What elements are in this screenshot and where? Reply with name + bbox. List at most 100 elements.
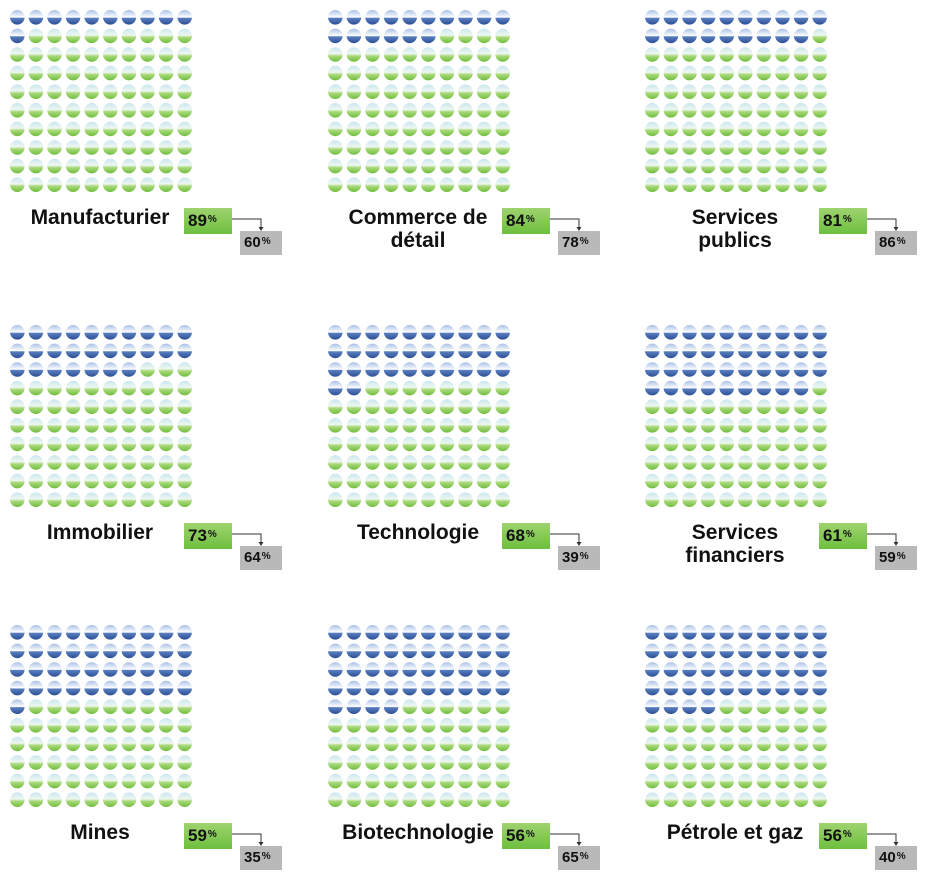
waffle-dot-base <box>645 177 660 192</box>
waffle-dot-highlight <box>47 325 62 340</box>
waffle-dot-highlight <box>719 343 734 359</box>
waffle-dot-base <box>645 436 660 452</box>
waffle-dot-highlight <box>28 343 44 359</box>
waffle-dot-highlight <box>738 662 753 677</box>
waffle-dot-base <box>645 103 660 118</box>
waffle-dot-base <box>10 418 25 433</box>
waffle-dot-base <box>383 158 399 174</box>
waffle-dot-highlight <box>328 28 343 44</box>
waffle-dot-highlight <box>476 325 492 340</box>
waffle-dot-base <box>402 418 417 433</box>
secondary-value: 60 <box>244 234 261 251</box>
waffle-dot-base <box>140 28 155 44</box>
waffle-dot-highlight <box>476 643 492 659</box>
waffle-dot-base <box>402 736 417 752</box>
waffle-dot-base <box>421 792 436 807</box>
waffle-dot-base <box>700 473 716 489</box>
waffle-dot-base <box>476 65 492 81</box>
waffle-dot-base <box>10 436 25 452</box>
waffle-dot-base <box>439 140 455 155</box>
waffle-dot-highlight <box>700 343 716 359</box>
waffle-dot-base <box>28 140 44 155</box>
waffle-dot-highlight <box>793 680 809 696</box>
waffle-dot-highlight <box>682 343 697 359</box>
waffle-dot-base <box>47 699 62 714</box>
waffle-dot-highlight <box>47 625 62 640</box>
waffle-dot-highlight <box>121 662 137 677</box>
waffle-dot-base <box>663 773 679 789</box>
waffle-dot-base <box>663 792 679 807</box>
waffle-dot-base <box>663 473 679 489</box>
category-label: Services financiers <box>685 521 785 567</box>
waffle-dot-highlight <box>65 362 81 377</box>
waffle-dot-base <box>47 65 62 81</box>
waffle-dot-base <box>645 140 660 155</box>
waffle-dot-base <box>700 436 716 452</box>
waffle-dot-base <box>47 47 62 62</box>
waffle-dot-highlight <box>365 10 380 25</box>
category-label: Manufacturier <box>30 206 170 229</box>
waffle-dot-base <box>719 418 734 433</box>
primary-value: 59 <box>188 826 207 845</box>
waffle-dot-highlight <box>682 699 697 714</box>
primary-value-badge: 68% <box>502 523 550 549</box>
waffle-dot-base <box>756 736 772 752</box>
secondary-value-badge: 60% <box>240 231 282 255</box>
waffle-dot-base <box>84 140 99 155</box>
waffle-dot-base <box>719 140 734 155</box>
waffle-dot-base <box>495 436 510 452</box>
waffle-dot-highlight <box>719 362 734 377</box>
waffle-dot-base <box>719 473 734 489</box>
waffle-dot-base <box>10 755 25 770</box>
waffle-dot-highlight <box>663 380 679 396</box>
waffle-dot-highlight <box>738 343 753 359</box>
waffle-dot-base <box>458 103 473 118</box>
waffle-dot-base <box>439 47 455 62</box>
waffle-dot-highlight <box>65 325 81 340</box>
waffle-dot-base <box>756 418 772 433</box>
waffle-dot-highlight <box>663 625 679 640</box>
waffle-dot-highlight <box>775 625 790 640</box>
waffle-dot-base <box>103 177 118 192</box>
waffle-dot-base <box>402 47 417 62</box>
waffle-dot-base <box>476 736 492 752</box>
secondary-unit: % <box>896 851 906 862</box>
waffle-dot-highlight <box>421 680 436 696</box>
waffle-dot-base <box>421 755 436 770</box>
waffle-dot-base <box>439 773 455 789</box>
waffle-dot-highlight <box>421 28 436 44</box>
waffle-dot-base <box>47 140 62 155</box>
waffle-dot-base <box>103 103 118 118</box>
waffle-dot-base <box>700 492 716 507</box>
waffle-dot-highlight <box>812 325 827 340</box>
waffle-dot-base <box>719 792 734 807</box>
waffle-dot-base <box>458 755 473 770</box>
waffle-dot-base <box>495 65 510 81</box>
waffle-dot-base <box>775 736 790 752</box>
waffle-dot-base <box>402 399 417 414</box>
waffle-dot-base <box>65 455 81 470</box>
waffle-dot-base <box>812 103 827 118</box>
waffle-dot-base <box>121 718 137 733</box>
waffle-dot-base <box>663 399 679 414</box>
waffle-dot-highlight <box>812 10 827 25</box>
waffle-dot-base <box>140 736 155 752</box>
waffle-dot-base <box>383 473 399 489</box>
waffle-dot-base <box>84 121 99 137</box>
waffle-dot-base <box>756 436 772 452</box>
waffle-dot-base <box>346 140 362 155</box>
waffle-dot-base <box>10 736 25 752</box>
waffle-dot-base <box>738 65 753 81</box>
waffle-dot-highlight <box>365 343 380 359</box>
waffle-dot-base <box>140 177 155 192</box>
waffle-dot-highlight <box>346 362 362 377</box>
waffle-dot-base <box>158 65 174 81</box>
waffle-dot-base <box>84 380 99 396</box>
waffle-dot-base <box>328 418 343 433</box>
waffle-dot-base <box>65 718 81 733</box>
waffle-panel: Manufacturier 89% 60% <box>10 10 310 280</box>
waffle-dot-highlight <box>177 343 192 359</box>
waffle-dot-base <box>495 380 510 396</box>
waffle-dot-base <box>365 65 380 81</box>
waffle-panel: Services financiers 61% 59% <box>645 325 940 595</box>
